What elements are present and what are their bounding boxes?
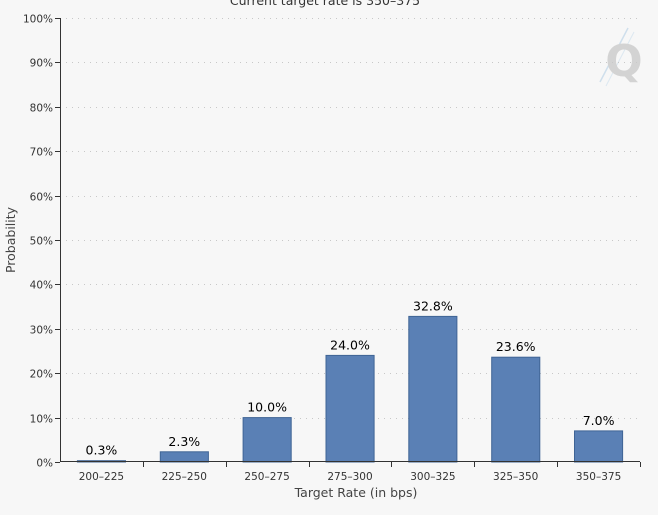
bar xyxy=(574,430,624,463)
watermark-logo: Q xyxy=(599,27,643,87)
data-label: 23.6% xyxy=(496,339,536,354)
y-tick-label: 10% xyxy=(30,414,53,426)
data-label: 24.0% xyxy=(330,337,370,352)
y-tick-label: 20% xyxy=(30,369,53,381)
bar xyxy=(159,451,209,463)
y-tick-label: 0% xyxy=(36,458,53,470)
y-tick-label: 40% xyxy=(30,280,53,292)
data-labels: 0.3% 2.3% 10.0% 24.0% 32.8% 23.6% 7.0% xyxy=(86,298,615,457)
x-tick-label: 300–325 xyxy=(410,471,455,483)
y-tick-label: 50% xyxy=(30,236,53,248)
y-tick-label: 80% xyxy=(30,103,53,115)
data-label: 10.0% xyxy=(247,400,287,415)
y-tick-label: 30% xyxy=(30,325,53,337)
data-label: 7.0% xyxy=(583,413,615,428)
bar xyxy=(325,354,375,463)
chart-subtitle: Current target rate is 350–375 xyxy=(230,0,420,8)
x-tick-label: 250–275 xyxy=(244,471,289,483)
bar xyxy=(242,417,292,463)
bar xyxy=(408,315,458,463)
data-label: 0.3% xyxy=(86,443,118,458)
data-label: 32.8% xyxy=(413,298,453,313)
y-axis-title: Probability xyxy=(3,206,18,273)
y-tick-label: 90% xyxy=(30,58,53,70)
bars xyxy=(76,315,624,463)
y-tick-label: 100% xyxy=(23,14,53,26)
x-tick-label: 325–350 xyxy=(493,471,538,483)
grid-lines xyxy=(60,18,640,419)
x-tick-label: 275–300 xyxy=(327,471,372,483)
watermark-letter: Q xyxy=(605,36,642,87)
y-axis-ticks: 0% 10% 20% 30% 40% 50% 60% 70% 80% 90% 100% xyxy=(23,14,60,470)
x-tick-label: 200–225 xyxy=(79,471,124,483)
x-tick-label: 350–375 xyxy=(576,471,621,483)
x-axis-ticks: 200–225 225–250 250–275 275–300 300–325 325–3… xyxy=(79,462,641,483)
bar xyxy=(491,356,541,463)
data-label: 2.3% xyxy=(168,434,200,449)
y-tick-label: 70% xyxy=(30,147,53,159)
x-axis-title: Target Rate (in bps) xyxy=(294,485,418,500)
x-tick-label: 225–250 xyxy=(162,471,207,483)
y-tick-label: 60% xyxy=(30,192,53,204)
